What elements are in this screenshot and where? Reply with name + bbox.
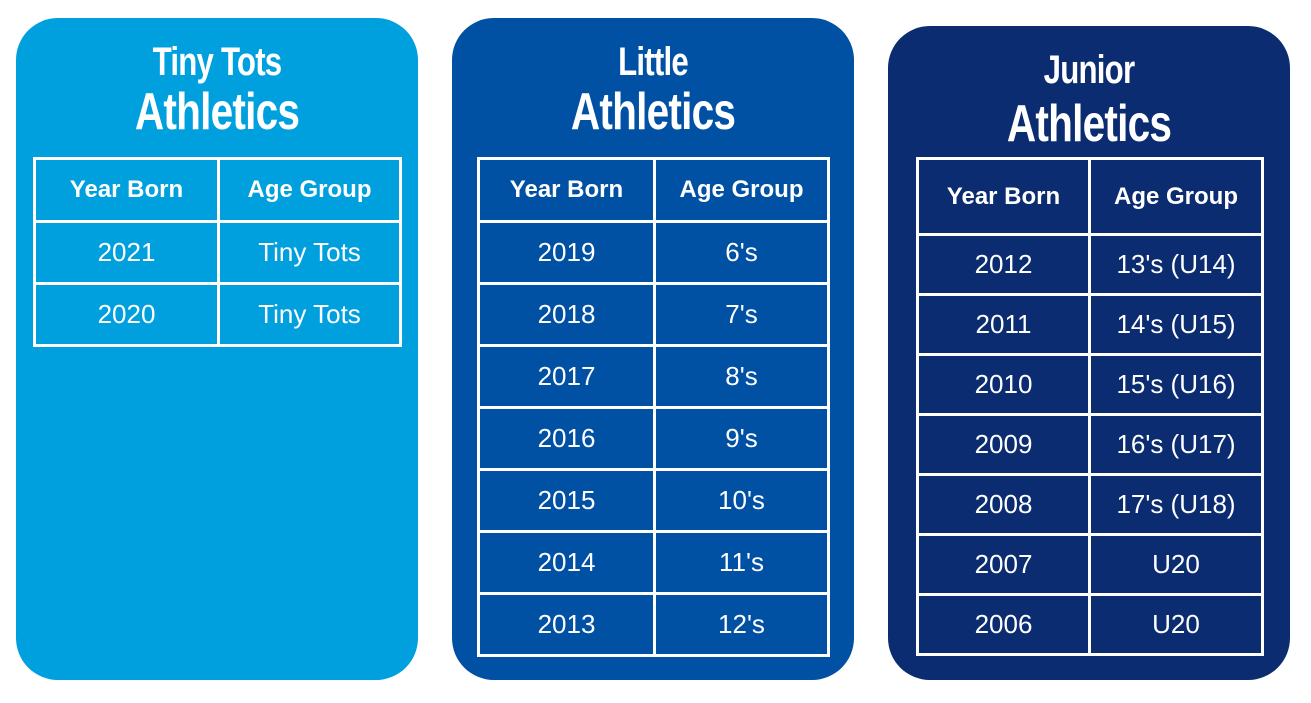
age-cell: 7's xyxy=(653,282,830,347)
age-cell: 10's xyxy=(653,468,830,533)
year-cell: 2013 xyxy=(477,592,656,657)
table-row: 2006 U20 xyxy=(916,593,1264,656)
table-row: 2011 14's (U15) xyxy=(916,293,1264,356)
table-header-row: Year Born Age Group xyxy=(33,157,402,223)
age-group-table: Year Born Age Group 2019 6's 2018 7's 20… xyxy=(477,157,830,657)
header-age-group: Age Group xyxy=(1088,157,1264,236)
year-cell: 2016 xyxy=(477,406,656,471)
year-cell: 2020 xyxy=(33,282,220,347)
age-cell: Tiny Tots xyxy=(217,282,402,347)
year-cell: 2015 xyxy=(477,468,656,533)
year-cell: 2011 xyxy=(916,293,1091,356)
card-title-line2: Athletics xyxy=(570,83,736,141)
age-cell: 12's xyxy=(653,592,830,657)
card-title-line1: Tiny Tots xyxy=(152,40,283,84)
age-cell: 9's xyxy=(653,406,830,471)
year-cell: 2007 xyxy=(916,533,1091,596)
table-row: 2007 U20 xyxy=(916,533,1264,596)
year-cell: 2018 xyxy=(477,282,656,347)
year-cell: 2009 xyxy=(916,413,1091,476)
card-title-line2: Athletics xyxy=(1006,95,1172,153)
header-year-born: Year Born xyxy=(33,157,220,223)
table-header-row: Year Born Age Group xyxy=(916,157,1264,236)
header-year-born: Year Born xyxy=(477,157,656,223)
table-header-row: Year Born Age Group xyxy=(477,157,830,223)
tiny-tots-card: Tiny Tots Athletics Year Born Age Group … xyxy=(16,18,418,680)
year-cell: 2008 xyxy=(916,473,1091,536)
age-cell: 13's (U14) xyxy=(1088,233,1264,296)
age-cell: 11's xyxy=(653,530,830,595)
little-athletics-card: Little Athletics Year Born Age Group 201… xyxy=(452,18,854,680)
age-cell: 8's xyxy=(653,344,830,409)
table-row: 2014 11's xyxy=(477,530,830,595)
year-cell: 2019 xyxy=(477,220,656,285)
card-title-line1: Junior xyxy=(1043,48,1135,92)
table-row: 2015 10's xyxy=(477,468,830,533)
table-row: 2016 9's xyxy=(477,406,830,471)
card-title-line1: Little xyxy=(618,40,689,84)
year-cell: 2014 xyxy=(477,530,656,595)
age-cell: U20 xyxy=(1088,593,1264,656)
year-cell: 2017 xyxy=(477,344,656,409)
header-age-group: Age Group xyxy=(217,157,402,223)
table-row: 2018 7's xyxy=(477,282,830,347)
header-age-group: Age Group xyxy=(653,157,830,223)
table-row: 2021 Tiny Tots xyxy=(33,220,402,285)
table-row: 2013 12's xyxy=(477,592,830,657)
age-group-table: Year Born Age Group 2021 Tiny Tots 2020 … xyxy=(33,157,402,347)
age-cell: 15's (U16) xyxy=(1088,353,1264,416)
table-row: 2020 Tiny Tots xyxy=(33,282,402,347)
age-cell: U20 xyxy=(1088,533,1264,596)
age-cell: 17's (U18) xyxy=(1088,473,1264,536)
header-year-born: Year Born xyxy=(916,157,1091,236)
year-cell: 2006 xyxy=(916,593,1091,656)
age-cell: 16's (U17) xyxy=(1088,413,1264,476)
year-cell: 2012 xyxy=(916,233,1091,296)
age-cell: 14's (U15) xyxy=(1088,293,1264,356)
age-cell: 6's xyxy=(653,220,830,285)
card-title-line2: Athletics xyxy=(134,83,300,141)
table-row: 2012 13's (U14) xyxy=(916,233,1264,296)
table-row: 2009 16's (U17) xyxy=(916,413,1264,476)
age-group-table: Year Born Age Group 2012 13's (U14) 2011… xyxy=(916,157,1264,656)
year-cell: 2010 xyxy=(916,353,1091,416)
junior-athletics-card: Junior Athletics Year Born Age Group 201… xyxy=(888,26,1290,680)
year-cell: 2021 xyxy=(33,220,220,285)
table-row: 2008 17's (U18) xyxy=(916,473,1264,536)
table-row: 2017 8's xyxy=(477,344,830,409)
age-cell: Tiny Tots xyxy=(217,220,402,285)
table-row: 2010 15's (U16) xyxy=(916,353,1264,416)
table-row: 2019 6's xyxy=(477,220,830,285)
